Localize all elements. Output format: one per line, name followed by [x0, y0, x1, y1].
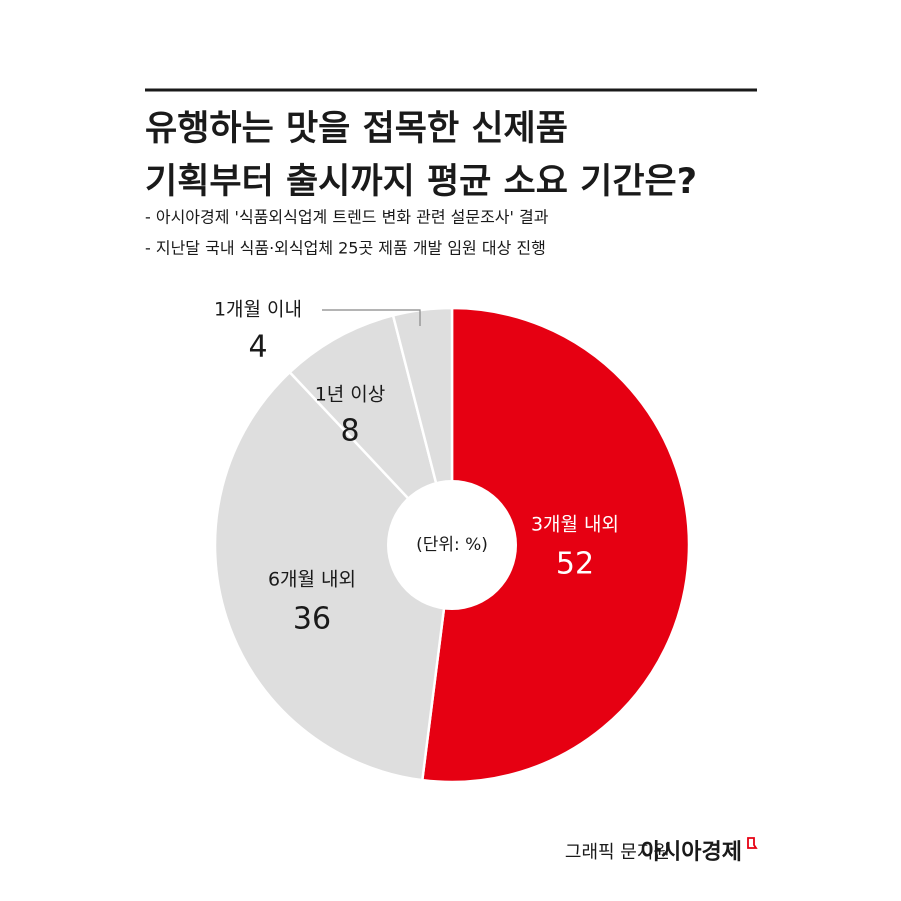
credit: 그래픽 문지원 — [565, 842, 670, 863]
chart-title: 유행하는 맛을 접목한 신제품 — [145, 109, 568, 149]
subtitle: - 아시아경제 '식품외식업계 트렌드 변화 관련 설문조사' 결과 — [145, 208, 549, 227]
pie-slice — [420, 306, 691, 784]
leader-line — [322, 309, 421, 326]
chart-title: 기획부터 출시까지 평균 소요 기간은? — [145, 162, 697, 202]
value-label: 36 — [293, 602, 331, 637]
slice-label: 1개월 이내 — [214, 299, 302, 321]
subtitle: - 지난달 국내 식품·외식업체 25곳 제품 개발 임원 대상 진행 — [145, 239, 546, 258]
slice-label: 6개월 내외 — [268, 569, 356, 591]
value-label: 4 — [248, 330, 267, 365]
pie — [213, 306, 691, 784]
slice-label: 1년 이상 — [315, 384, 386, 406]
donut-hole — [387, 480, 517, 610]
pie-slice — [287, 313, 454, 546]
slice-label: 3개월 내외 — [531, 514, 619, 536]
unit-label: (단위: %) — [416, 535, 488, 555]
brand: 아시아경제 — [641, 840, 742, 865]
pie-slice — [213, 370, 454, 782]
value-label: 52 — [556, 547, 594, 582]
brand-icon — [747, 837, 758, 849]
value-label: 8 — [340, 414, 359, 449]
